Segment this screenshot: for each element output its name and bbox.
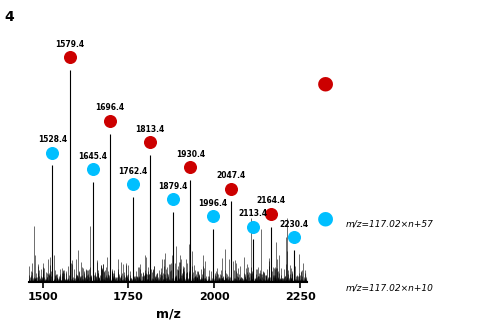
Text: 4: 4 [5, 10, 14, 24]
Text: 2113.4: 2113.4 [239, 209, 268, 218]
Point [66, 55, 73, 60]
Text: 1762.4: 1762.4 [118, 167, 147, 176]
Point [227, 186, 235, 191]
Point [250, 224, 257, 229]
Text: 2047.4: 2047.4 [216, 171, 245, 180]
Point [146, 140, 154, 145]
Text: 1645.4: 1645.4 [78, 152, 107, 161]
Point [267, 211, 275, 216]
Point [187, 165, 194, 170]
Text: m/z=117.02×n+10: m/z=117.02×n+10 [346, 284, 433, 292]
Text: ●: ● [317, 208, 334, 227]
Point [106, 118, 114, 124]
Text: ●: ● [317, 74, 334, 93]
Point [169, 196, 177, 202]
Text: 1996.4: 1996.4 [199, 199, 228, 208]
Text: 1813.4: 1813.4 [136, 124, 165, 133]
Point [129, 182, 137, 187]
Text: 1528.4: 1528.4 [38, 135, 67, 144]
Text: 1879.4: 1879.4 [158, 182, 188, 191]
Point [290, 235, 298, 240]
Text: 2230.4: 2230.4 [279, 220, 308, 229]
Text: 1930.4: 1930.4 [176, 150, 205, 159]
Text: 1696.4: 1696.4 [96, 103, 125, 112]
Text: 2164.4: 2164.4 [256, 196, 286, 205]
Text: 1579.4: 1579.4 [55, 40, 84, 49]
Text: m/z=117.02×n+57: m/z=117.02×n+57 [346, 220, 433, 228]
Point [89, 167, 96, 172]
Point [48, 150, 56, 155]
X-axis label: m/z: m/z [156, 308, 180, 320]
Point [209, 213, 217, 219]
